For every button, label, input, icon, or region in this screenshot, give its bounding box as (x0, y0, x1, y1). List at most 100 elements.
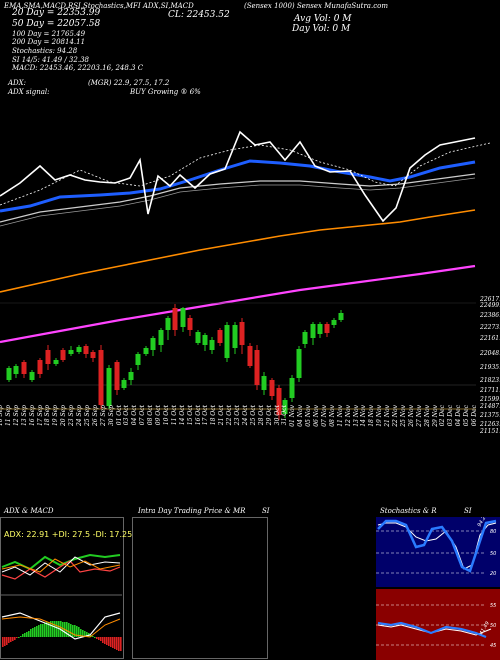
date-tick-label: 24 Sep (76, 405, 83, 427)
candle-body (209, 340, 215, 350)
date-tick-label: 04 Oct (131, 405, 139, 426)
macd-histogram-bar (16, 637, 18, 638)
date-tick-label: 18 Oct (210, 405, 218, 426)
candle-body (180, 308, 186, 327)
macd-histogram-bar (110, 637, 112, 647)
price-tick-label: 22161.0 (480, 335, 500, 342)
adx-trend-line (1, 558, 121, 573)
macd-histogram-bar (28, 631, 30, 637)
stochastics-label: Stochastics: 94.28 (12, 47, 78, 55)
macd-histogram-bar (2, 637, 4, 647)
candle-body (195, 332, 201, 343)
macd-histogram-bar (8, 637, 10, 643)
macd-histogram-bar (108, 637, 110, 646)
date-tick-label: 19 Nov (376, 405, 384, 427)
date-tick-label: 31 Oct (281, 405, 289, 426)
candle-body (6, 368, 12, 380)
intraday-title: Intra Day Trading Price & MR (138, 507, 246, 515)
candle-body (296, 349, 302, 378)
macd-histogram-bar (48, 622, 50, 637)
macd-histogram-bar (80, 629, 82, 637)
price-tick-label: 21375.69 (480, 412, 500, 419)
avg-volume: Avg Vol: 0 M (294, 14, 352, 24)
macd-histogram-bar (120, 637, 122, 651)
candle-body (29, 372, 35, 380)
price-tick-label: 21599.59 (480, 396, 500, 403)
date-tick-label: 01 Oct (115, 405, 123, 426)
sma100-shadow-line (0, 177, 476, 227)
adx-panel (0, 517, 124, 659)
date-tick-label: 25 Sep (83, 405, 91, 427)
macd-histogram-bar (42, 624, 44, 637)
macd-histogram-bar (72, 625, 74, 637)
adx-macd-chart (0, 553, 122, 651)
candle-body (282, 400, 288, 414)
macd-histogram-bar (32, 628, 34, 637)
candle-body (254, 350, 260, 385)
date-tick-label: 27 Nov (415, 405, 423, 427)
date-tick-label: 06 Dec (471, 405, 478, 427)
macd-histogram-bar (96, 637, 98, 639)
stochastics-tick-label: 20 (490, 571, 496, 577)
macd-histogram-bar (34, 627, 36, 637)
macd-histogram-bar (104, 637, 106, 644)
date-tick-label: 12 Nov (344, 405, 352, 427)
date-tick-label: 27 Sep (99, 405, 107, 427)
date-tick-label: 13 Sep (20, 405, 28, 427)
macd-histogram-bar (54, 621, 56, 637)
date-tick-label: 11 Sep (4, 405, 12, 427)
adx-plus-di-line (1, 553, 121, 571)
price-tick-label: 22499.7 (480, 302, 500, 309)
macd-histogram-bar (98, 637, 100, 640)
candle-body (150, 338, 156, 350)
macd-histogram-bar (118, 637, 120, 651)
macd-histogram-bar (66, 622, 68, 637)
date-tick-label: 22 Nov (392, 405, 399, 427)
date-tick-label: 18 Sep (44, 405, 52, 427)
macd-histogram-bar (78, 627, 80, 637)
candle-body (114, 362, 120, 390)
date-tick-label: 30 Oct (273, 405, 281, 426)
candle-body (98, 350, 104, 405)
macd-label: MACD: 22453.46, 22203.16, 248.3 C (12, 64, 144, 72)
date-tick-label: 10 Oct (162, 405, 170, 426)
candle-body (239, 322, 245, 345)
candle-body (45, 350, 51, 364)
macd-histogram-bar (84, 631, 86, 637)
date-tick-label: 07 Nov (320, 405, 328, 427)
candle-body (21, 362, 27, 374)
macd-histogram-bar (10, 637, 12, 642)
candle-body (121, 380, 127, 388)
date-tick-label: 04 Nov (297, 405, 305, 427)
date-tick-label: 14 Oct (178, 405, 186, 426)
macd-histogram-bar (94, 637, 96, 638)
candle-body (60, 350, 66, 360)
adx-values: (MGR) 22.9, 27.5, 17.2 (88, 79, 170, 87)
candle-body (68, 350, 74, 354)
adx-readout: ADX: 22.91 +DI: 27.5 -DI: 17.25 (4, 530, 133, 539)
macd-histogram-bar (22, 634, 24, 637)
date-tick-label: 29 Nov (431, 405, 439, 427)
macd-histogram-bar (18, 637, 20, 638)
macd-histogram-bar (102, 637, 104, 643)
macd-histogram-bar (52, 621, 54, 637)
stochastics-value-label: 94.28 (477, 517, 489, 528)
si-tick-label: 50 (490, 623, 496, 629)
date-tick-label: 10 Sep (0, 405, 4, 427)
date-tick-label: 08 Oct (147, 405, 155, 426)
adx-line (1, 556, 121, 576)
candle-body (13, 366, 19, 374)
date-tick-label: 08 Nov (328, 405, 336, 427)
macd-histogram-bar (92, 636, 94, 637)
date-tick-label: 02 Dec (439, 405, 447, 427)
candle-body (165, 318, 171, 330)
macd-histogram-bar (6, 637, 8, 645)
macd-histogram-bar (70, 624, 72, 637)
candle-body (128, 372, 134, 380)
day-volume: Day Vol: 0 M (292, 24, 351, 34)
date-tick-label: 04 Dec (455, 405, 463, 427)
stochastics-si-title: SI (464, 507, 472, 515)
stochastics-title: Stochastics & R (380, 507, 437, 515)
adx-signal-value: BUY Growing ® 6% (130, 88, 201, 96)
